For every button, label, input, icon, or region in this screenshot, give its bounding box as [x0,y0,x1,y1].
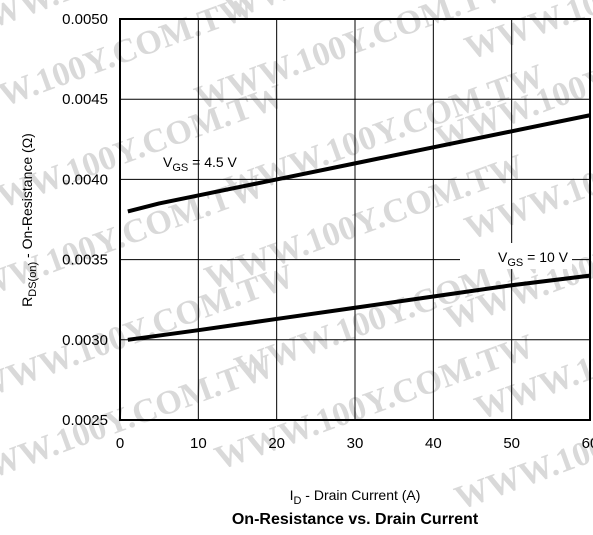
x-axis-ticks: 0 10 20 30 40 50 60 [116,435,593,452]
y-tick-label: 0.0025 [62,412,108,429]
y-tick-label: 0.0050 [62,11,108,28]
series-label-2: VGS = 10 V [498,249,569,269]
x-tick-label: 0 [116,435,124,452]
x-tick-label: 50 [503,435,520,452]
y-tick-label: 0.0040 [62,171,108,188]
x-axis-label: ID - Drain Current (A) [290,487,421,507]
x-tick-label: 60 [582,435,593,452]
x-tick-label: 40 [425,435,442,452]
y-tick-label: 0.0030 [62,332,108,349]
x-tick-label: 10 [190,435,207,452]
plot-frame [119,18,591,421]
x-tick-label: 30 [347,435,364,452]
series-line-2 [127,273,591,342]
y-axis-ticks: 0.0025 0.0030 0.0035 0.0040 0.0045 0.0050 [62,11,108,429]
series-line-1 [127,113,591,214]
series-label-background [460,243,572,269]
chart-title: On-Resistance vs. Drain Current [232,511,479,528]
series-layer: VGS = 4.5 V VGS = 10 V [127,113,591,342]
x-tick-label: 20 [268,435,285,452]
y-tick-label: 0.0035 [62,252,108,269]
grid [120,19,590,420]
y-tick-label: 0.0045 [62,91,108,108]
series-label-1: VGS = 4.5 V [163,154,238,174]
y-axis-label: RDS(on) - On-Resistance (Ω) [19,133,39,307]
